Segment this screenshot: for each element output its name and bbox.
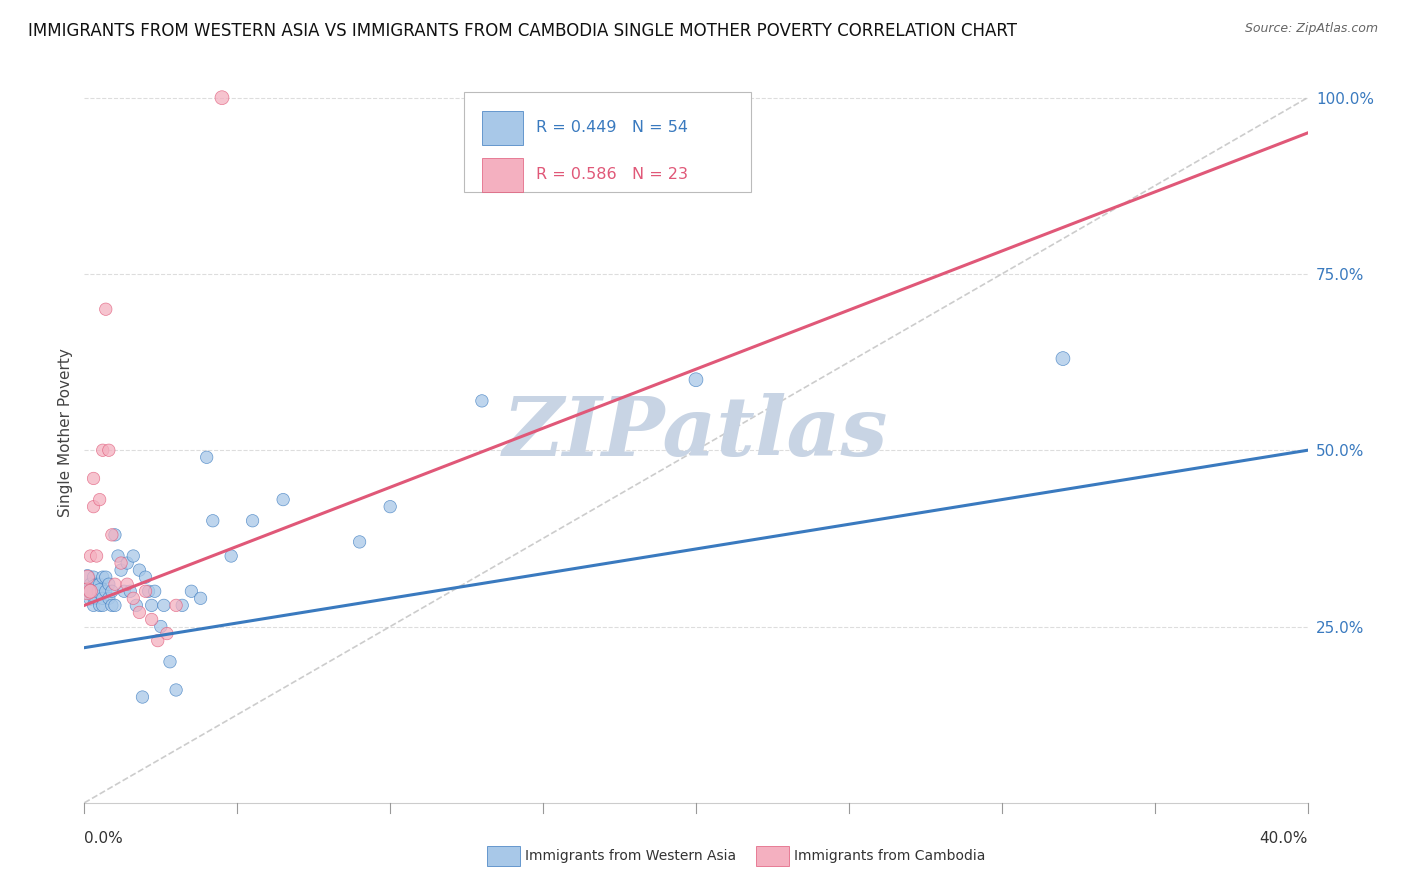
Point [156, 626, 179, 640]
Point [165, 683, 187, 698]
Point [242, 514, 264, 528]
Point [122, 549, 145, 563]
FancyBboxPatch shape [482, 111, 523, 145]
Point [83, 584, 105, 599]
Point [165, 599, 187, 613]
Point [211, 91, 233, 105]
Point [91, 570, 114, 584]
Point [380, 500, 402, 514]
FancyBboxPatch shape [756, 847, 789, 866]
Y-axis label: Single Mother Poverty: Single Mother Poverty [58, 348, 73, 517]
Point [101, 599, 124, 613]
Point [83, 500, 105, 514]
Point [143, 584, 166, 599]
Point [115, 577, 138, 591]
Text: IMMIGRANTS FROM WESTERN ASIA VS IMMIGRANTS FROM CAMBODIA SINGLE MOTHER POVERTY C: IMMIGRANTS FROM WESTERN ASIA VS IMMIGRAN… [28, 22, 1017, 40]
Point [190, 591, 212, 606]
Point [141, 612, 163, 626]
Point [91, 599, 114, 613]
Point [104, 577, 127, 591]
Point [104, 528, 127, 542]
Point [159, 655, 181, 669]
Point [219, 549, 242, 563]
Point [471, 393, 494, 408]
Point [104, 599, 127, 613]
Text: Immigrants from Western Asia: Immigrants from Western Asia [524, 849, 735, 863]
Point [94, 570, 117, 584]
Point [128, 606, 150, 620]
Point [97, 577, 120, 591]
Point [91, 591, 114, 606]
Point [138, 584, 160, 599]
Point [97, 591, 120, 606]
Point [125, 599, 148, 613]
Point [97, 443, 120, 458]
Text: R = 0.586   N = 23: R = 0.586 N = 23 [536, 168, 688, 183]
Point [83, 570, 105, 584]
Point [180, 584, 202, 599]
Point [86, 577, 108, 591]
Point [149, 619, 172, 633]
Point [83, 471, 105, 485]
Point [89, 584, 111, 599]
Text: 40.0%: 40.0% [1260, 831, 1308, 846]
Point [91, 443, 114, 458]
FancyBboxPatch shape [486, 847, 520, 866]
Point [107, 549, 129, 563]
Point [101, 528, 124, 542]
Point [94, 584, 117, 599]
Point [112, 584, 135, 599]
Point [1052, 351, 1074, 366]
Point [172, 599, 194, 613]
Point [122, 591, 145, 606]
Point [146, 633, 169, 648]
Point [79, 591, 101, 606]
Point [79, 577, 101, 591]
Point [110, 563, 132, 577]
Point [201, 514, 224, 528]
Point [110, 556, 132, 570]
Point [76, 570, 98, 584]
Text: Immigrants from Cambodia: Immigrants from Cambodia [794, 849, 986, 863]
Point [83, 599, 105, 613]
Text: R = 0.449   N = 54: R = 0.449 N = 54 [536, 120, 688, 135]
Point [76, 584, 98, 599]
Point [685, 373, 707, 387]
Point [86, 591, 108, 606]
Point [349, 535, 371, 549]
Point [79, 549, 101, 563]
Point [153, 599, 176, 613]
Point [86, 584, 108, 599]
Point [101, 584, 124, 599]
Text: 0.0%: 0.0% [84, 831, 124, 846]
Point [195, 450, 218, 465]
Point [86, 549, 108, 563]
Point [271, 492, 294, 507]
Point [76, 570, 98, 584]
Point [128, 563, 150, 577]
Point [131, 690, 153, 704]
FancyBboxPatch shape [464, 92, 751, 192]
Point [141, 599, 163, 613]
Point [79, 584, 101, 599]
Point [89, 577, 111, 591]
Point [135, 584, 157, 599]
Point [115, 556, 138, 570]
Text: Source: ZipAtlas.com: Source: ZipAtlas.com [1244, 22, 1378, 36]
Point [89, 492, 111, 507]
Text: ZIPatlas: ZIPatlas [503, 392, 889, 473]
Point [89, 599, 111, 613]
FancyBboxPatch shape [482, 158, 523, 192]
Point [120, 584, 142, 599]
Point [94, 302, 117, 317]
Point [135, 570, 157, 584]
Point [76, 584, 98, 599]
